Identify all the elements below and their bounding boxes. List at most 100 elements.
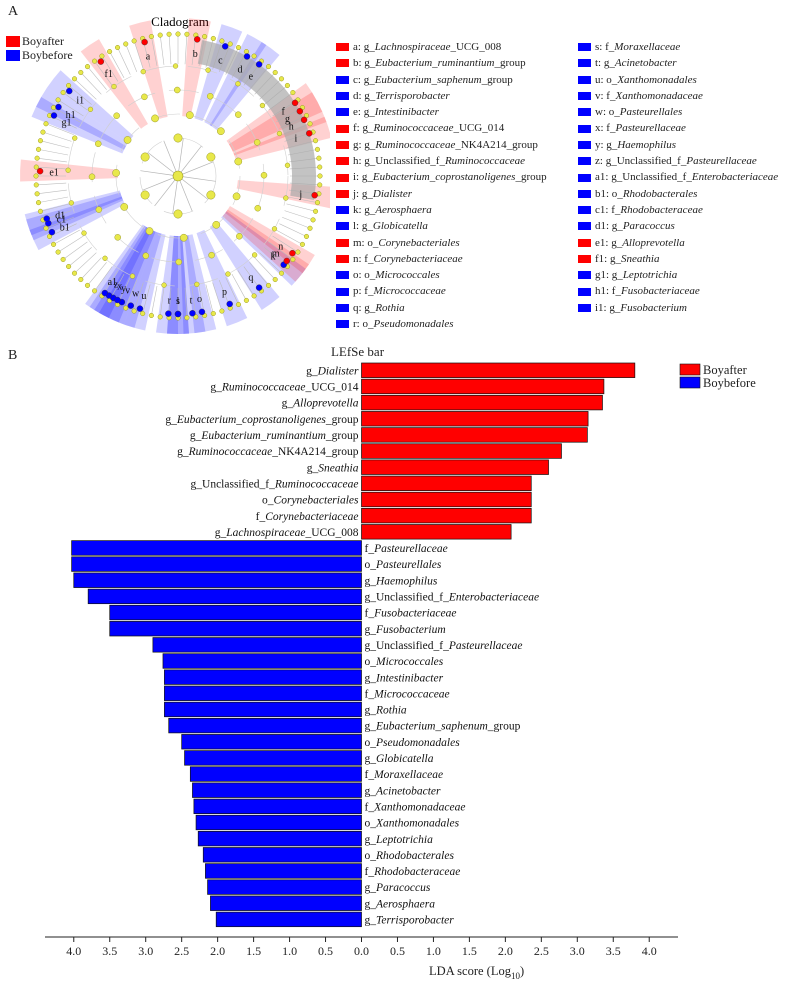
clade-letter-label: s [176,296,180,307]
clade-highlight-sector [26,192,124,241]
x-tick-label: 4.0 [66,944,81,958]
cladogram-leaf-node [131,308,137,314]
bar-label-prefix: o_ [365,850,377,862]
cladogram-internal-node [271,226,278,232]
bar-label-prefix: f_ [365,769,375,781]
legend-swatch-boyafter [6,35,20,47]
cladogram-leaf-node [55,249,61,255]
bar-label: g_Globicatella [365,753,434,765]
cladogram-branch [38,196,69,203]
key-prefix: u: o_ [595,73,618,86]
bar-boybefore [109,621,362,637]
clade-letter-label: n [278,241,283,252]
bar-boybefore [71,556,362,572]
key-taxon-name: Enterobacteriaceae [691,171,779,184]
cladogram-leaf-node [157,314,163,320]
clade-letter-label: e1 [49,168,58,179]
legend-label-boyafter: Boyafter [703,363,748,377]
bar-label-prefix: g_Unclassified_f_ [365,640,450,652]
clade-marker-node [127,302,135,309]
cladogram-branch [87,66,107,90]
cladogram-leaf-node [235,44,242,51]
cladogram-leaf-node [148,33,154,40]
clade-marker-node [97,58,105,65]
clade-letter-label: q [248,272,253,283]
clade-highlight-sector [228,92,323,152]
cladogram-leaf-node [33,182,39,188]
cladogram-key-item: u: o_ Xanthomonadales [578,72,778,88]
key-suffix: _group [494,57,526,70]
legend-swatch-boybefore [6,49,20,61]
key-taxon-name: Pseudomonadales [373,318,454,331]
cladogram-key-item: x: f_ Pasteurellaceae [578,120,778,136]
clade-marker-node [114,296,121,304]
key-swatch [578,173,591,182]
clade-highlight-sector [129,20,168,119]
cladogram-internal-node [113,112,120,119]
bar-label-prefix: g_ [365,753,377,765]
key-suffix: _group [515,171,547,184]
key-prefix: q: g_ [353,301,376,314]
cladogram-branch [163,140,179,177]
cladogram-legend: Boyafter Boybefore [6,34,73,62]
cladogram-key-item: d1: g_ Paracoccus [578,218,778,234]
legend-swatch-boyafter [679,363,701,376]
x-tick-label: 0.5 [318,944,333,958]
clade-letter-label: i1 [76,96,84,107]
bar-label-prefix: g_ [365,785,377,797]
clade-marker-node [306,130,313,137]
bar-label-taxon: Ruminococcaceae [274,478,359,490]
key-prefix: y: g_ [595,138,618,151]
bar-label-taxon: Intestinibacter [375,672,444,684]
cladogram-branch [62,241,88,260]
cladogram-internal-node [173,133,183,143]
cladogram-internal-node [235,111,242,118]
cladogram-key-item: g: g_ Ruminococcaceae _NK4A214_group [336,137,547,153]
key-swatch [336,43,349,52]
legend-swatch-boybefore [679,376,701,389]
cladogram-internal-node [236,233,243,240]
cladogram-internal-node [141,93,148,101]
cladogram-leaf-node [317,182,323,188]
key-taxon-name: Alloprevotella [622,236,685,249]
cladogram-leaf-node [71,270,78,276]
cladogram-internal-node [145,227,154,235]
bar-boybefore [192,782,362,798]
cladogram-leaf-node [51,241,57,247]
cladogram-internal-node [140,68,146,75]
cladogram-key-item: w: o_ Pasteurellales [578,104,778,120]
cladogram-leaf-node [227,41,233,47]
key-taxon-name: Lachnospiraceae [374,41,451,53]
bar-label: g_Unclassified_f_Pasteurellaceae [365,640,523,652]
cladogram-leaf-node [303,233,310,240]
cladogram-internal-node [140,152,150,162]
cladogram-branch [237,270,255,297]
cladogram-key-item: y: g_ Haemophilus [578,137,778,153]
cladogram-leaf-node [184,315,190,321]
cladogram-key-item: c1: f_ Rhodobacteraceae [578,202,778,218]
cladogram-leaf-node [34,155,40,161]
key-swatch [578,59,591,68]
cladogram-internal-node [283,195,289,201]
key-prefix: t: g_ [595,57,615,70]
cladogram-branch [94,266,113,292]
bar-boybefore [189,766,362,782]
key-prefix: g: g_ [353,138,376,151]
bar-boyafter [361,411,589,427]
bar-label: f_Pasteurellaceae [365,543,448,555]
cladogram-leaf-node [290,89,296,96]
cladogram-key-item: l: g_ Globicatella [336,218,547,234]
clade-highlight-sector [204,33,267,127]
clade-highlight-sector [31,97,127,154]
bar-label-prefix: f_ [365,866,375,878]
cladogram-internal-node [72,135,78,141]
clade-highlight-sector [123,232,166,331]
cladogram-leaf-node [316,155,322,161]
cladogram-dense-clade [197,40,316,200]
key-taxon-name: Micrococcaceae [373,285,446,298]
bar-boybefore [168,717,362,734]
cladogram-leaf-node [272,69,278,76]
key-prefix: a: g_ [353,41,375,53]
bar-label: g_Lachnospiraceae_UCG_008 [215,527,359,539]
